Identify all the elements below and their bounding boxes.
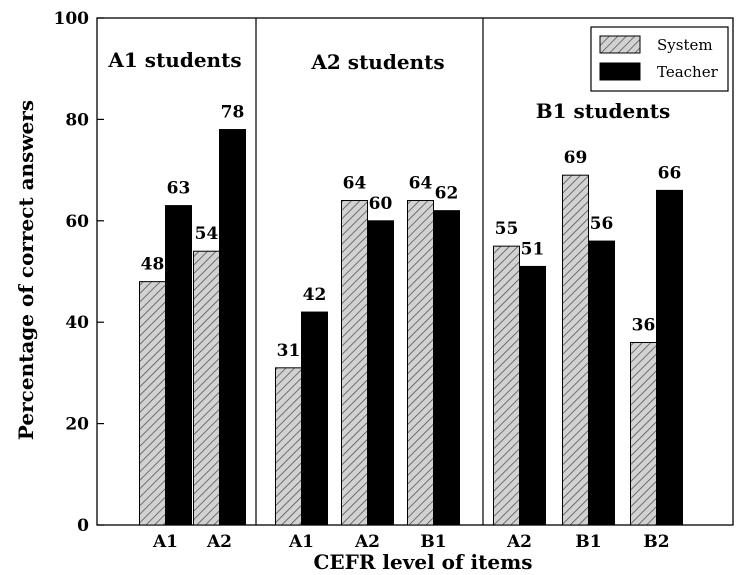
bar-teacher: [367, 220, 394, 526]
bar-teacher: [301, 311, 328, 526]
y-tick-label: 80: [65, 110, 89, 130]
x-tick-label: B1: [420, 532, 446, 552]
legend-swatch-system: [599, 35, 641, 54]
y-tick-label: 100: [54, 9, 90, 29]
data-label: 48: [141, 255, 165, 275]
data-label: 54: [195, 224, 219, 244]
x-tick-label: A1: [152, 532, 178, 552]
bar-teacher: [165, 205, 192, 526]
group-label: A2 students: [310, 50, 444, 74]
x-tick-label: A2: [506, 532, 532, 552]
x-tick-label: A2: [354, 532, 380, 552]
bar-system: [341, 200, 368, 526]
group-label: B1 students: [536, 99, 671, 123]
data-label: 51: [521, 239, 545, 259]
data-label: 31: [277, 341, 301, 361]
group-label: A1 students: [107, 48, 241, 72]
y-tick-label: 60: [65, 212, 89, 232]
bar-teacher: [656, 189, 683, 526]
legend-label-system: System: [657, 36, 713, 54]
data-label: 42: [303, 285, 327, 305]
data-label: 60: [369, 194, 393, 214]
data-label: 64: [343, 174, 367, 194]
legend-label-teacher: Teacher: [657, 63, 719, 81]
bar-system: [193, 250, 220, 526]
y-tick-label: 40: [65, 313, 89, 333]
data-label: 56: [590, 214, 614, 234]
data-label: 63: [167, 179, 191, 199]
x-tick-label: A2: [206, 532, 232, 552]
y-tick-label: 0: [77, 516, 89, 536]
legend-swatch-teacher: [599, 62, 641, 81]
x-axis-title: CEFR level of items: [313, 550, 532, 574]
data-label: 69: [564, 148, 588, 168]
data-label: 62: [435, 184, 459, 204]
bar-system: [139, 281, 166, 526]
data-label: 36: [632, 315, 656, 335]
x-tick-label: B2: [643, 532, 669, 552]
bar-system: [407, 200, 434, 526]
bar-teacher: [519, 265, 546, 526]
bar-system: [275, 367, 302, 526]
x-tick-label: B1: [575, 532, 601, 552]
bar-system: [562, 174, 589, 526]
bar-system: [630, 341, 657, 526]
bar-teacher: [219, 129, 246, 526]
data-label: 64: [409, 174, 433, 194]
data-label: 55: [495, 219, 519, 239]
y-axis-title: Percentage of correct answers: [14, 100, 38, 440]
bar-teacher: [433, 210, 460, 526]
bar-teacher: [588, 240, 615, 526]
data-label: 66: [658, 163, 682, 183]
data-label: 78: [221, 103, 245, 123]
x-tick-label: A1: [288, 532, 314, 552]
y-tick-label: 20: [65, 415, 89, 435]
bar-system: [493, 245, 520, 526]
